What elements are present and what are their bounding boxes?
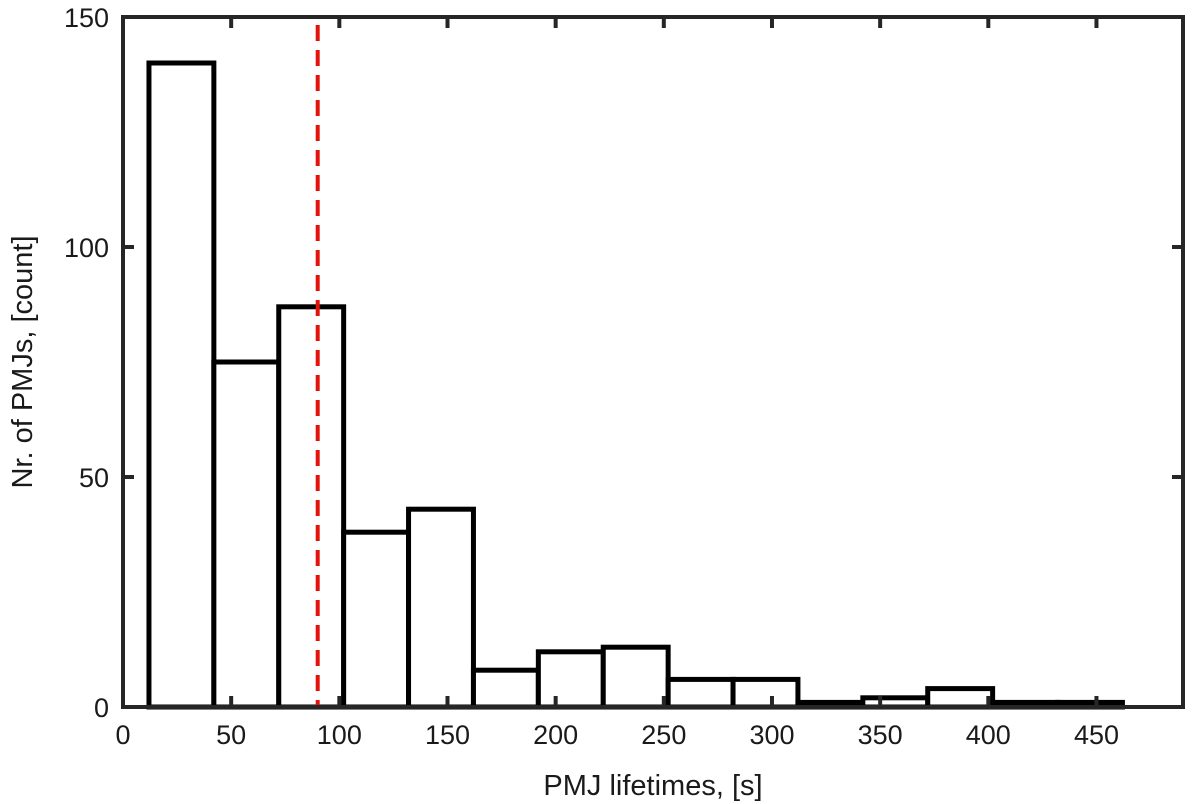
x-tick-label: 200 bbox=[533, 720, 578, 750]
tick-labels-layer: 0 50 100 150 200 250 300 350 400 450 0 50 100 150 bbox=[64, 3, 1119, 750]
histogram-bar bbox=[600, 644, 671, 710]
y-tick-label: 150 bbox=[64, 3, 109, 33]
histogram-bar bbox=[276, 304, 347, 710]
x-tick-label: 400 bbox=[966, 720, 1011, 750]
histogram-bar bbox=[406, 506, 476, 710]
x-tick-label: 0 bbox=[115, 720, 130, 750]
histogram-bar bbox=[665, 676, 736, 710]
x-tick-label: 300 bbox=[749, 720, 794, 750]
y-tick-label: 100 bbox=[64, 233, 109, 263]
x-axis-title: PMJ lifetimes, [s] bbox=[543, 770, 762, 802]
histogram-bar bbox=[146, 60, 217, 710]
x-tick-label: 150 bbox=[425, 720, 470, 750]
axes-frame-layer bbox=[121, 15, 1185, 709]
x-tick-label: 50 bbox=[216, 720, 246, 750]
tick-marks-layer bbox=[121, 15, 1183, 709]
histogram-bar bbox=[470, 667, 541, 710]
y-axis-title: Nr. of PMJs, [count] bbox=[7, 235, 39, 488]
x-tick-label: 350 bbox=[858, 720, 903, 750]
histogram-bar bbox=[211, 359, 282, 710]
histogram-bar bbox=[341, 529, 412, 710]
axes-frame bbox=[121, 15, 1185, 709]
y-tick-label: 0 bbox=[94, 693, 109, 723]
x-tick-label: 100 bbox=[317, 720, 362, 750]
x-tick-label: 250 bbox=[641, 720, 686, 750]
histogram-bar bbox=[925, 686, 996, 710]
y-tick-label: 50 bbox=[79, 463, 109, 493]
histogram-bar bbox=[730, 676, 801, 710]
bars-layer bbox=[146, 60, 1125, 710]
histogram-bar bbox=[535, 649, 606, 710]
x-tick-label: 450 bbox=[1074, 720, 1119, 750]
